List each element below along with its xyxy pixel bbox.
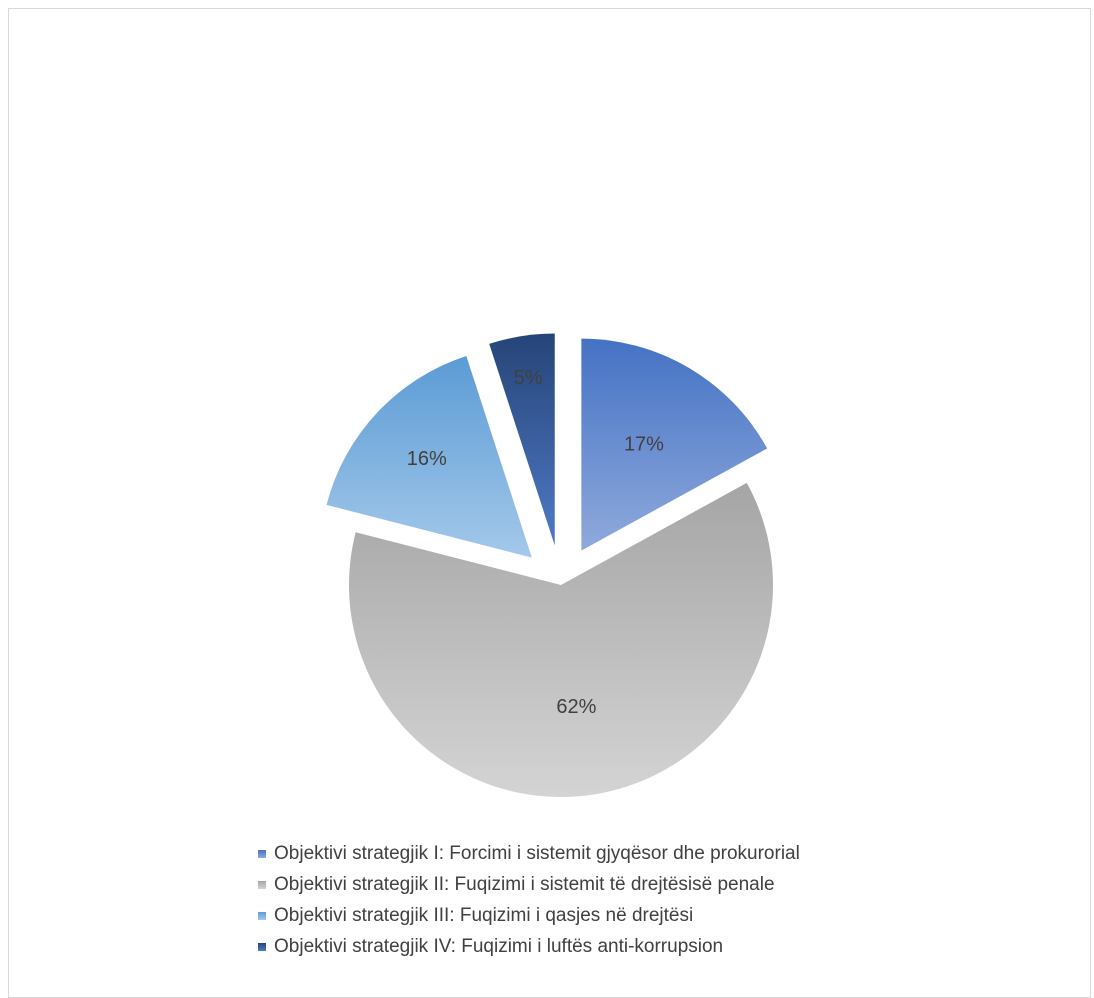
legend-item-3: Objektivi strategjik III: Fuqizimi i qas… — [258, 900, 800, 931]
legend-label-1: Objektivi strategjik I: Forcimi i sistem… — [274, 842, 800, 864]
legend: Objektivi strategjik I: Forcimi i sistem… — [258, 838, 800, 962]
legend-label-3: Objektivi strategjik III: Fuqizimi i qas… — [274, 904, 694, 926]
pie-labels: 17% 62% 16% 5% — [407, 367, 664, 718]
legend-item-2: Objektivi strategjik II: Fuqizimi i sist… — [258, 869, 800, 900]
legend-swatch-1 — [258, 849, 266, 858]
pie-slice-2-label: 62% — [556, 696, 596, 718]
legend-swatch-3 — [258, 911, 266, 920]
pie-slice-4-label: 5% — [514, 367, 543, 389]
pie-slice-3-label: 16% — [407, 448, 447, 470]
legend-label-4: Objektivi strategjik IV: Fuqizimi i luft… — [274, 935, 724, 957]
legend-item-4: Objektivi strategjik IV: Fuqizimi i luft… — [258, 931, 800, 962]
legend-swatch-2 — [258, 880, 266, 889]
pie-slice-3 — [326, 355, 532, 558]
legend-item-1: Objektivi strategjik I: Forcimi i sistem… — [258, 838, 800, 869]
pie-slices — [326, 333, 773, 797]
pie-slice-1-label: 17% — [624, 434, 664, 456]
pie-slice-2 — [349, 482, 773, 797]
pie-slice-1 — [581, 338, 768, 551]
pie-slice-4 — [489, 333, 555, 546]
legend-label-2: Objektivi strategjik II: Fuqizimi i sist… — [274, 873, 775, 895]
legend-swatch-4 — [258, 942, 266, 951]
